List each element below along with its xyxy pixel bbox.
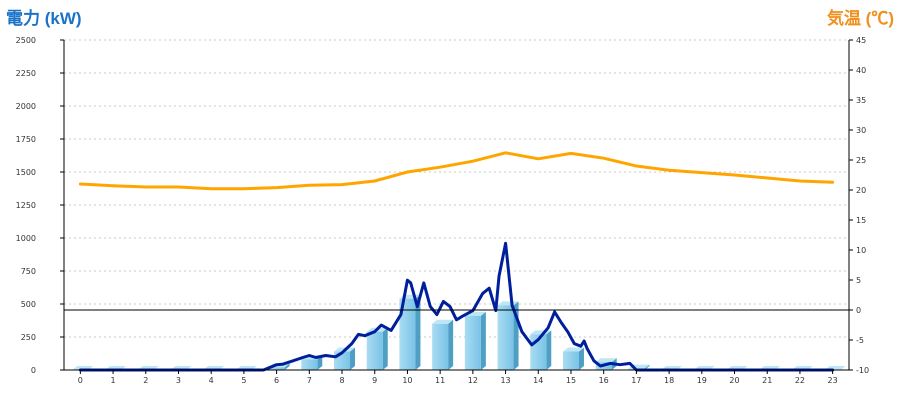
power-bar-side <box>448 319 454 370</box>
power-bar-side <box>317 355 323 370</box>
left-tick-label: 750 <box>21 267 36 276</box>
power-bar-front <box>497 305 514 370</box>
x-tick-label: 19 <box>697 376 707 385</box>
right-tick-label: 45 <box>856 36 866 45</box>
right-tick-label: 35 <box>856 96 866 105</box>
x-tick-label: 18 <box>664 376 674 385</box>
grid-lines <box>64 39 849 338</box>
power-bar-side <box>546 330 552 370</box>
left-tick-label: 250 <box>21 333 36 342</box>
left-tick-label: 2500 <box>16 36 36 45</box>
power-bar-top <box>595 358 617 363</box>
x-tick-label: 16 <box>599 376 609 385</box>
x-tick-label: 2 <box>143 376 148 385</box>
left-tick-label: 1250 <box>16 201 36 210</box>
power-bar-front <box>464 315 481 370</box>
right-tick-label: -5 <box>856 336 864 345</box>
x-tick-label: 11 <box>435 376 445 385</box>
power-bar-top <box>562 347 584 352</box>
x-tick-label: 21 <box>762 376 772 385</box>
x-tick-label: 20 <box>729 376 739 385</box>
left-tick-label: 2250 <box>16 69 36 78</box>
power-bar-front <box>268 367 285 370</box>
power-bars <box>72 294 846 370</box>
x-tick-label: 8 <box>339 376 344 385</box>
right-tick-label: -10 <box>856 366 869 375</box>
x-tick-label: 4 <box>209 376 214 385</box>
right-tick-label: 25 <box>856 156 866 165</box>
left-axis-title: 電力 (kW) <box>6 9 82 28</box>
power-bar-top <box>432 319 454 324</box>
x-tick-label: 15 <box>566 376 576 385</box>
right-tick-label: 10 <box>856 246 866 255</box>
power-bar-side <box>578 347 584 370</box>
axes <box>60 39 853 374</box>
x-tick-label: 3 <box>176 376 181 385</box>
x-tick-label: 17 <box>631 376 641 385</box>
left-tick-label: 0 <box>31 366 36 375</box>
x-tick-label: 14 <box>533 376 543 385</box>
right-tick-label: 0 <box>856 306 861 315</box>
x-tick-label: 22 <box>795 376 805 385</box>
temperature-line <box>78 151 835 191</box>
left-tick-label: 2000 <box>16 102 36 111</box>
x-tick-label: 0 <box>78 376 83 385</box>
power-bar-side <box>415 294 421 370</box>
power-bar-side <box>480 311 486 370</box>
left-tick-label: 1750 <box>16 135 36 144</box>
left-tick-label: 1000 <box>16 234 36 243</box>
x-tick-label: 1 <box>111 376 116 385</box>
x-tick-label: 9 <box>372 376 377 385</box>
tick-labels: 02505007501000125015001750200022502500-1… <box>16 36 869 385</box>
x-tick-label: 5 <box>241 376 246 385</box>
x-tick-label: 12 <box>468 376 478 385</box>
x-tick-label: 6 <box>274 376 279 385</box>
right-tick-label: 5 <box>856 276 861 285</box>
x-tick-label: 10 <box>402 376 412 385</box>
x-tick-label: 13 <box>500 376 510 385</box>
series-lines <box>78 151 835 372</box>
power-bar-side <box>350 347 356 370</box>
right-tick-label: 15 <box>856 216 866 225</box>
right-tick-label: 30 <box>856 126 866 135</box>
right-tick-label: 20 <box>856 186 866 195</box>
right-tick-label: 40 <box>856 66 866 75</box>
left-tick-label: 1500 <box>16 168 36 177</box>
power-bar-front <box>399 298 416 370</box>
x-tick-label: 23 <box>828 376 838 385</box>
power-bar-front <box>562 351 579 370</box>
power-line <box>78 241 835 372</box>
power-bar <box>464 311 486 370</box>
left-tick-label: 500 <box>21 300 36 309</box>
x-tick-label: 7 <box>307 376 312 385</box>
power-bar-front <box>301 359 318 370</box>
power-bar-side <box>382 327 388 370</box>
power-bar-front <box>432 323 449 370</box>
power-bar <box>562 347 584 370</box>
power-bar <box>432 319 454 370</box>
right-axis-title: 気温 (℃) <box>826 9 894 28</box>
power-bar-side <box>284 363 290 370</box>
power-bar-front <box>366 331 383 370</box>
